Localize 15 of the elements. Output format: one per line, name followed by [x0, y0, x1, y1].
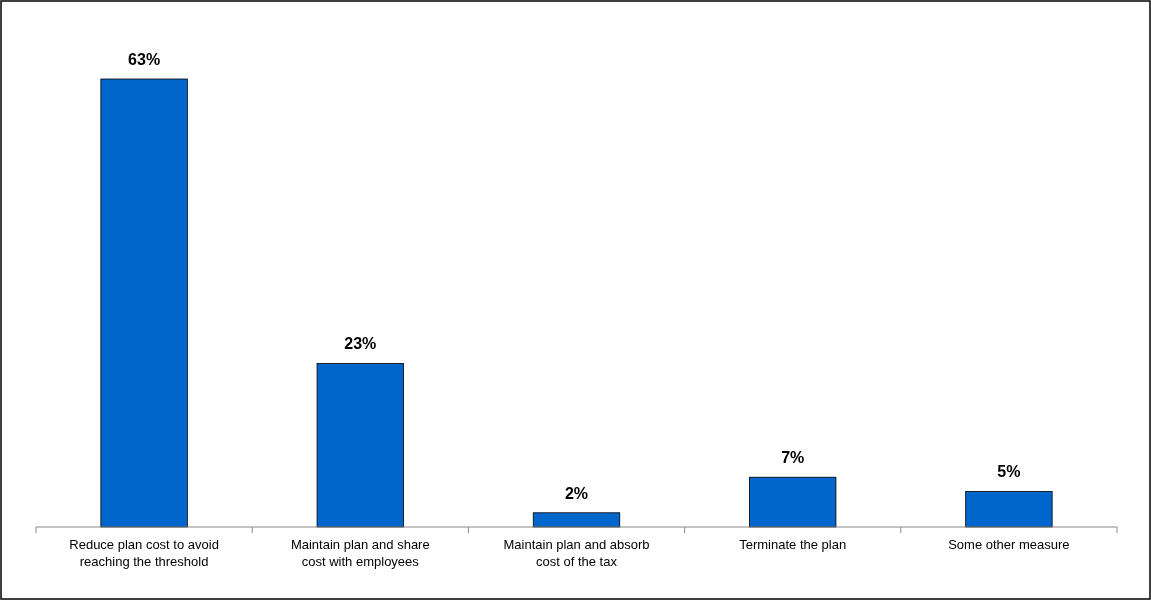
bar [965, 491, 1053, 528]
bar [100, 78, 188, 528]
x-tick-label: Some other measure [948, 537, 1070, 552]
x-tick-label: Maintain plan and share cost with employees [290, 537, 430, 569]
x-tick-label: Terminate the plan [739, 537, 847, 552]
data-label: 63% [128, 51, 161, 68]
data-label: 7% [781, 449, 805, 467]
data-label: 5% [997, 463, 1021, 481]
bar [749, 476, 837, 528]
bar [316, 363, 404, 528]
data-label: 23% [344, 335, 377, 353]
x-tick-label: Reduce plan cost to avoid reaching the threshold [69, 537, 219, 569]
data-label: 2% [564, 484, 589, 502]
bar [532, 512, 621, 528]
x-tick-label: Maintain plan and absorb cost of the tax [503, 537, 650, 569]
